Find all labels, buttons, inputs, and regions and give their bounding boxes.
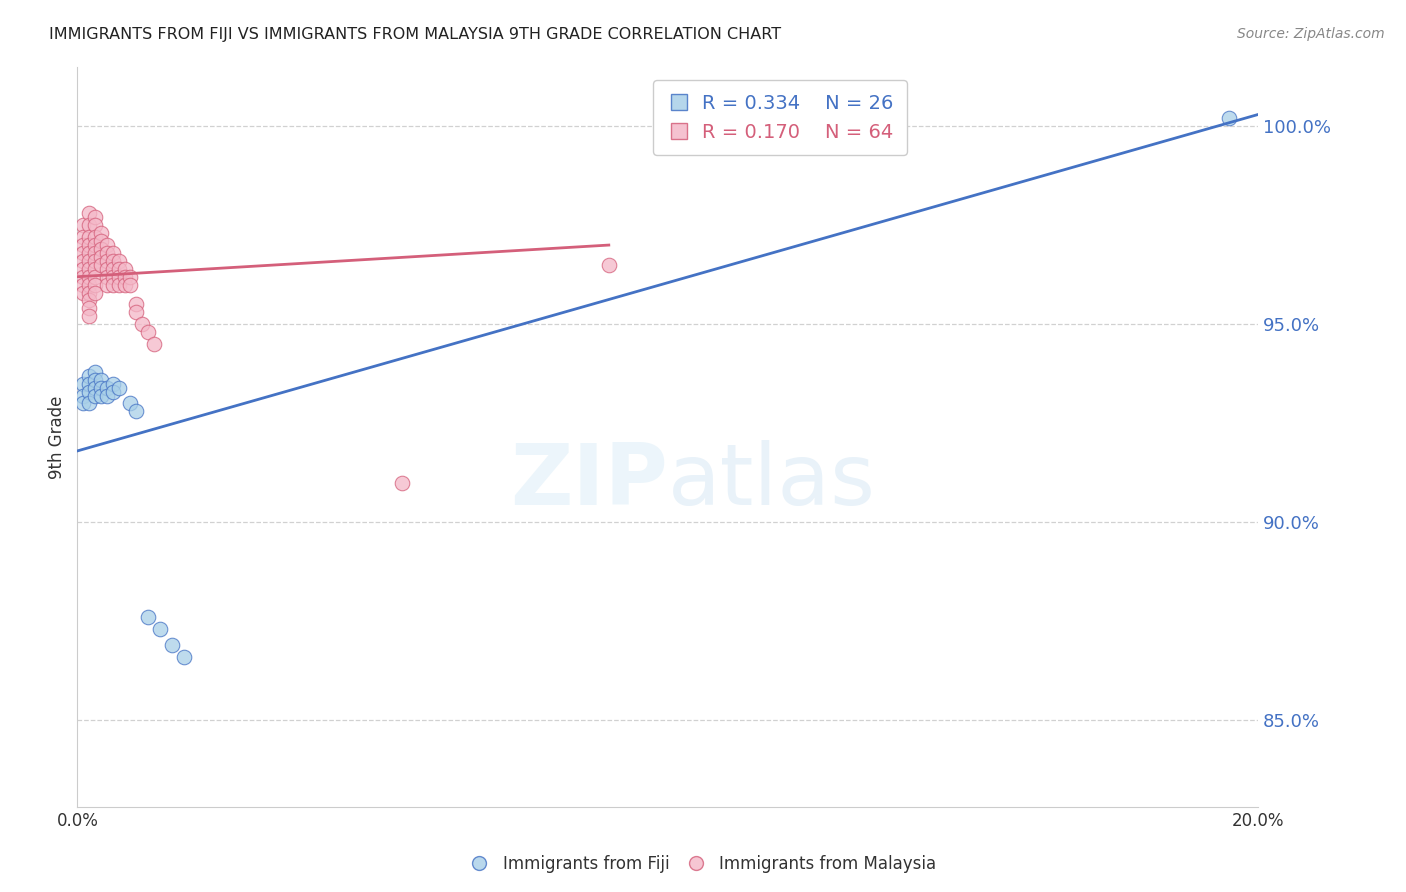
Point: [77, 261, 100, 276]
Point: [114, 269, 136, 284]
Point: [125, 404, 148, 418]
Point: [96, 238, 118, 252]
Point: [77, 376, 100, 391]
Point: [84, 253, 107, 268]
Point: [84, 238, 107, 252]
Point: [84, 381, 107, 395]
Text: atlas: atlas: [668, 440, 876, 523]
Y-axis label: 9th Grade: 9th Grade: [48, 395, 66, 479]
Point: [72, 246, 94, 260]
Point: [84, 230, 107, 244]
Point: [84, 285, 107, 300]
Point: [120, 269, 142, 284]
Point: [96, 269, 118, 284]
Point: [77, 277, 100, 292]
Point: [107, 261, 129, 276]
Point: [77, 285, 100, 300]
Point: [84, 246, 107, 260]
Point: [77, 246, 100, 260]
Point: [143, 337, 166, 351]
Point: [391, 475, 413, 490]
Point: [96, 388, 118, 402]
Point: [90, 258, 112, 272]
Point: [101, 277, 124, 292]
Point: [77, 384, 100, 399]
Text: IMMIGRANTS FROM FIJI VS IMMIGRANTS FROM MALAYSIA 9TH GRADE CORRELATION CHART: IMMIGRANTS FROM FIJI VS IMMIGRANTS FROM …: [49, 27, 782, 42]
Point: [120, 277, 142, 292]
Point: [72, 277, 94, 292]
Point: [90, 226, 112, 240]
Point: [125, 305, 148, 319]
Point: [77, 310, 100, 324]
Point: [72, 269, 94, 284]
Point: [96, 381, 118, 395]
Point: [90, 234, 112, 248]
Point: [160, 638, 183, 652]
Point: [114, 277, 136, 292]
Point: [96, 261, 118, 276]
Point: [136, 610, 159, 624]
Point: [72, 238, 94, 252]
Point: [72, 219, 94, 233]
Point: [84, 219, 107, 233]
Point: [101, 269, 124, 284]
Point: [598, 258, 620, 272]
Point: [96, 277, 118, 292]
Point: [90, 388, 112, 402]
Point: [96, 253, 118, 268]
Point: [1218, 112, 1240, 126]
Point: [72, 230, 94, 244]
Point: [131, 318, 153, 332]
Point: [72, 388, 94, 402]
Point: [90, 381, 112, 395]
Point: [72, 396, 94, 410]
Point: [77, 230, 100, 244]
Point: [96, 246, 118, 260]
Point: [72, 253, 94, 268]
Point: [101, 253, 124, 268]
Point: [77, 301, 100, 316]
Point: [107, 269, 129, 284]
Point: [77, 396, 100, 410]
Point: [120, 396, 142, 410]
Text: Source: ZipAtlas.com: Source: ZipAtlas.com: [1237, 27, 1385, 41]
Point: [72, 285, 94, 300]
Point: [77, 219, 100, 233]
Point: [90, 242, 112, 256]
Point: [77, 253, 100, 268]
Point: [84, 277, 107, 292]
Point: [84, 388, 107, 402]
Point: [107, 381, 129, 395]
Point: [107, 277, 129, 292]
Point: [84, 261, 107, 276]
Point: [72, 261, 94, 276]
Point: [77, 238, 100, 252]
Legend: R = 0.334    N = 26, R = 0.170    N = 64: R = 0.334 N = 26, R = 0.170 N = 64: [654, 80, 907, 155]
Point: [77, 293, 100, 308]
Point: [125, 297, 148, 311]
Point: [101, 261, 124, 276]
Point: [173, 649, 195, 664]
Point: [101, 246, 124, 260]
Point: [90, 250, 112, 264]
Point: [90, 373, 112, 387]
Point: [77, 269, 100, 284]
Point: [84, 373, 107, 387]
Point: [84, 269, 107, 284]
Point: [101, 384, 124, 399]
Point: [84, 365, 107, 379]
Point: [136, 325, 159, 339]
Legend: Immigrants from Fiji, Immigrants from Malaysia: Immigrants from Fiji, Immigrants from Ma…: [463, 848, 943, 880]
Point: [77, 206, 100, 220]
Point: [84, 211, 107, 225]
Point: [149, 622, 172, 636]
Point: [72, 376, 94, 391]
Point: [101, 376, 124, 391]
Point: [107, 253, 129, 268]
Point: [77, 368, 100, 383]
Point: [114, 261, 136, 276]
Text: ZIP: ZIP: [510, 440, 668, 523]
